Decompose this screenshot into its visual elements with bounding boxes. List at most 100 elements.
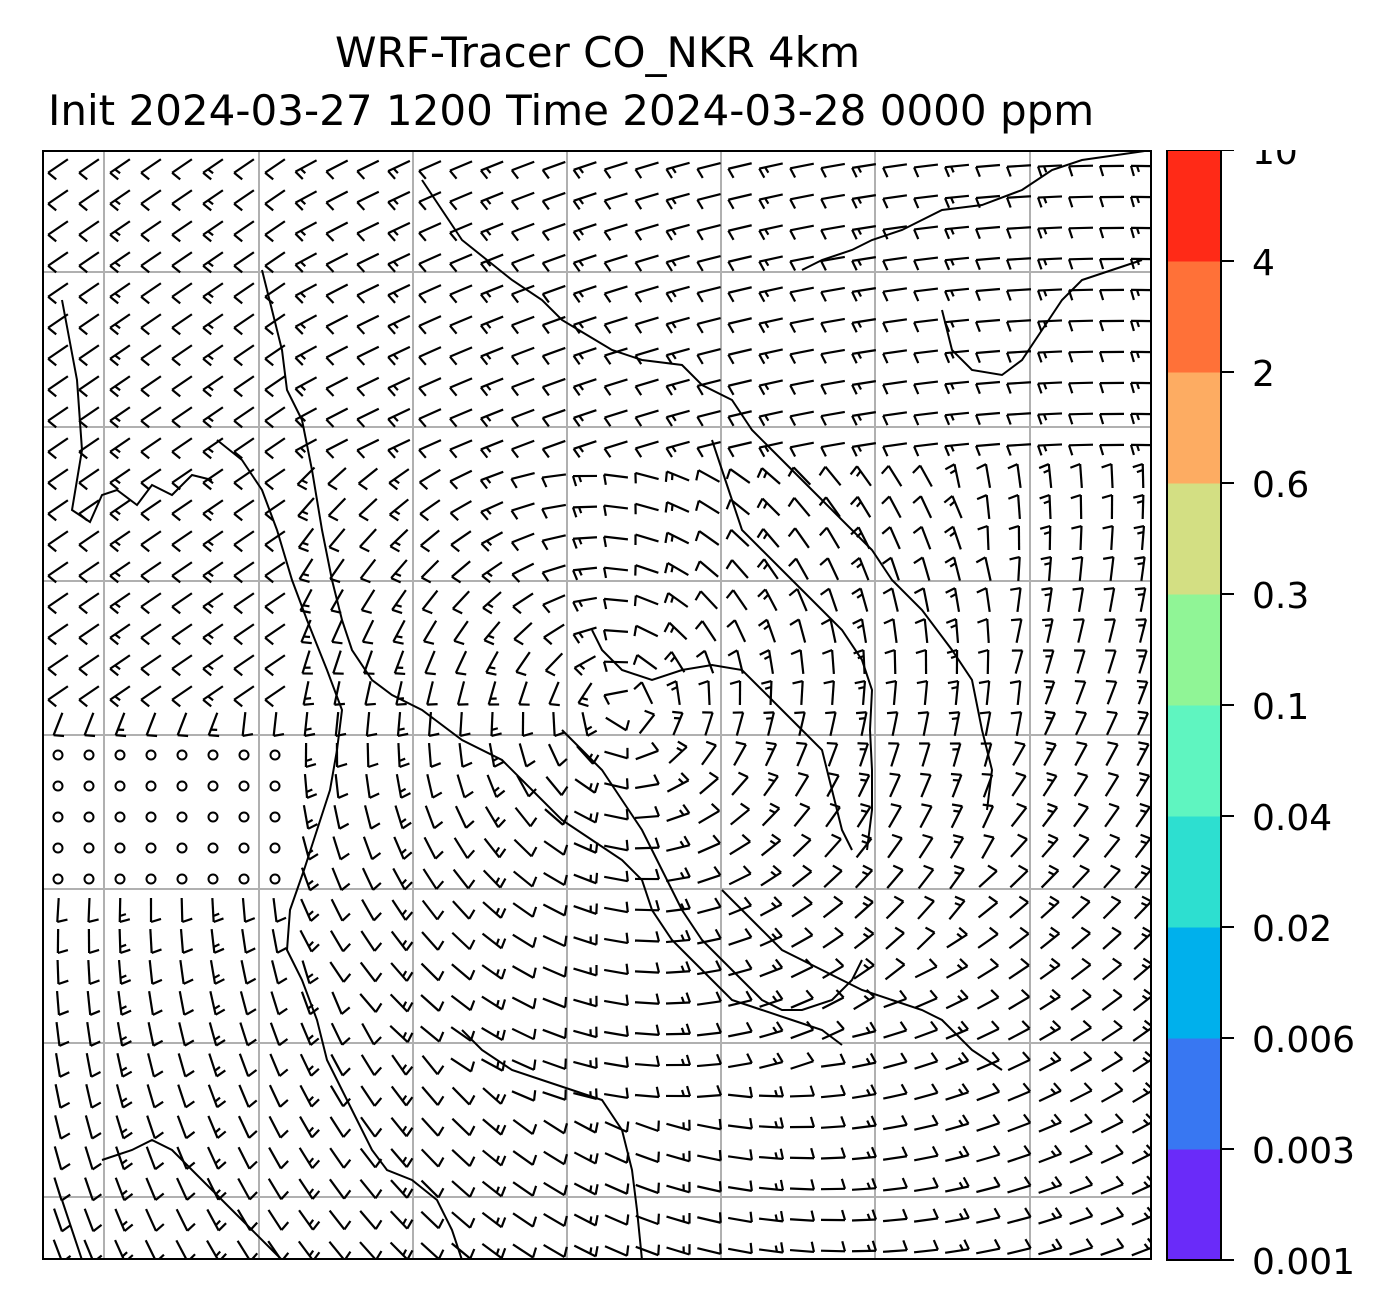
wind-barb: [604, 747, 629, 760]
wind-barb: [794, 772, 810, 797]
wind-barb: [109, 685, 131, 708]
wind-barb: [944, 256, 970, 271]
wind-barb: [329, 961, 352, 983]
wind-barb: [944, 525, 962, 550]
calm-wind-marker: [238, 842, 250, 854]
wind-barb: [451, 1211, 476, 1229]
wind-barb: [1011, 771, 1027, 797]
wind-barb: [237, 1177, 258, 1201]
wind-barb: [945, 1145, 970, 1162]
wind-barb: [329, 1116, 352, 1138]
wind-barb: [1007, 1020, 1031, 1041]
calm-wind-marker: [52, 842, 64, 854]
wind-barb: [333, 805, 350, 830]
wind-barb: [1100, 1113, 1124, 1134]
wind-barb: [695, 499, 720, 515]
wind-barb: [365, 711, 378, 738]
wind-barb: [303, 711, 316, 738]
wind-barb: [696, 991, 722, 1006]
wind-barb: [420, 559, 440, 584]
wind-barb: [603, 1025, 629, 1038]
calm-wind-marker: [52, 811, 64, 823]
wind-barb: [512, 870, 538, 888]
wind-barb: [666, 1181, 691, 1194]
wind-barb: [1098, 412, 1125, 425]
wind-barb: [1036, 195, 1063, 208]
wind-barb: [1005, 381, 1032, 394]
wind-barb: [913, 1177, 939, 1193]
wind-barb: [634, 931, 661, 943]
wind-barb: [1038, 1238, 1063, 1256]
wind-barb: [603, 378, 628, 396]
wind-barb: [694, 530, 720, 546]
wind-barb: [1071, 555, 1084, 582]
wind-barb: [209, 959, 225, 985]
wind-barb: [1005, 288, 1032, 301]
wind-barb: [109, 561, 131, 584]
calm-wind-marker: [269, 749, 281, 761]
wind-barb: [47, 654, 69, 677]
wind-barb: [297, 527, 315, 553]
colorbar-swatch-0: [1167, 1149, 1221, 1261]
wind-barb: [820, 286, 846, 302]
wind-barb: [976, 1020, 1000, 1041]
wind-barb: [823, 679, 835, 706]
wind-barb: [388, 498, 410, 522]
wind-barb: [264, 251, 286, 274]
wind-barb: [1007, 1082, 1031, 1102]
wind-barb: [109, 468, 131, 491]
wind-barb: [1039, 524, 1052, 551]
wind-barb: [727, 255, 752, 272]
wind-barb: [1070, 988, 1092, 1011]
wind-barb: [114, 1208, 134, 1232]
wind-barb: [140, 158, 162, 181]
wind-barb: [1040, 864, 1060, 889]
wind-barb: [635, 1182, 660, 1195]
wind-barb: [945, 587, 961, 613]
calm-wind-marker: [114, 780, 126, 792]
wind-barb: [482, 591, 502, 615]
wind-barb: [1132, 462, 1145, 489]
wind-barb: [851, 411, 877, 426]
wind-barb: [572, 192, 597, 210]
wind-barb: [268, 1115, 289, 1139]
wind-barb: [1101, 1019, 1123, 1042]
wind-barb: [1007, 1051, 1031, 1072]
wind-barb: [572, 161, 597, 179]
wind-barb: [83, 712, 96, 738]
map-title-line-1: WRF-Tracer CO_NKR 4km: [334, 28, 861, 77]
wind-barb: [359, 1210, 383, 1230]
wind-barb: [233, 282, 255, 305]
wind-barb: [944, 194, 970, 209]
wind-barb: [820, 317, 846, 333]
wind-barb: [1100, 1175, 1124, 1195]
wind-barb: [359, 558, 377, 584]
wind-barb: [543, 1119, 569, 1135]
wind-barb: [634, 899, 661, 912]
wind-barb: [885, 679, 898, 706]
wind-barb: [1134, 556, 1146, 582]
wind-barb: [696, 1084, 722, 1098]
wind-barb: [233, 561, 255, 584]
wind-barb: [387, 407, 411, 428]
wind-barb: [920, 772, 932, 798]
wind-barb: [510, 346, 535, 366]
wind-barb: [334, 711, 347, 738]
wind-barb: [882, 1115, 908, 1131]
wind-barb: [330, 1053, 351, 1077]
wind-barb: [140, 530, 162, 553]
wind-barb: [977, 524, 990, 551]
wind-barb: [666, 803, 691, 822]
wind-barb: [140, 344, 162, 367]
wind-barb: [666, 680, 681, 706]
wind-barb: [1008, 957, 1030, 980]
wind-barb: [330, 1022, 351, 1046]
wind-barb: [365, 773, 380, 799]
wind-barb: [418, 191, 442, 211]
wind-barb: [211, 897, 224, 924]
wind-barb: [572, 626, 597, 644]
calm-wind-marker: [145, 780, 157, 792]
wind-barb: [698, 803, 721, 825]
wind-barb: [1135, 802, 1151, 828]
wind-barb: [852, 1021, 877, 1038]
